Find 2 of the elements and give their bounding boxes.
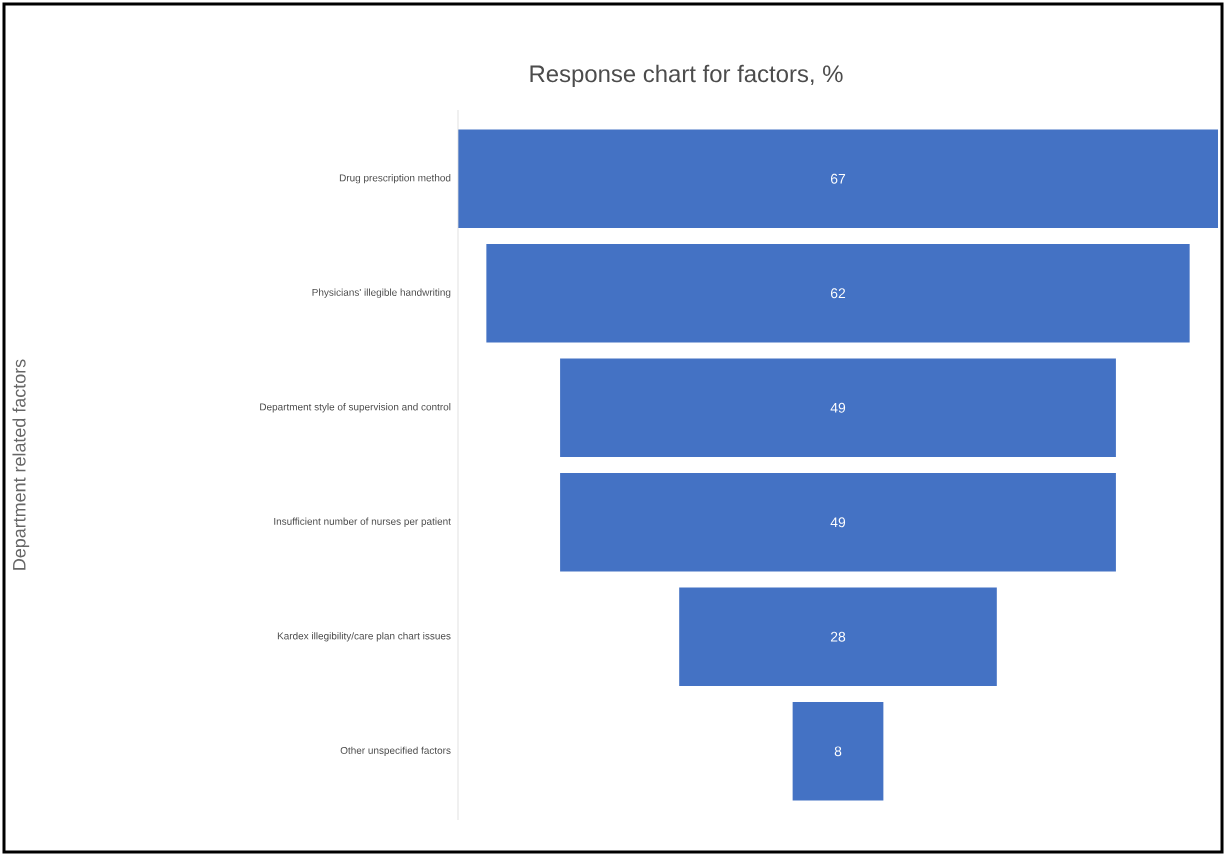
text: Response chart for factors, % — [530, 64, 843, 88]
text: Department related factors — [12, 359, 30, 570]
